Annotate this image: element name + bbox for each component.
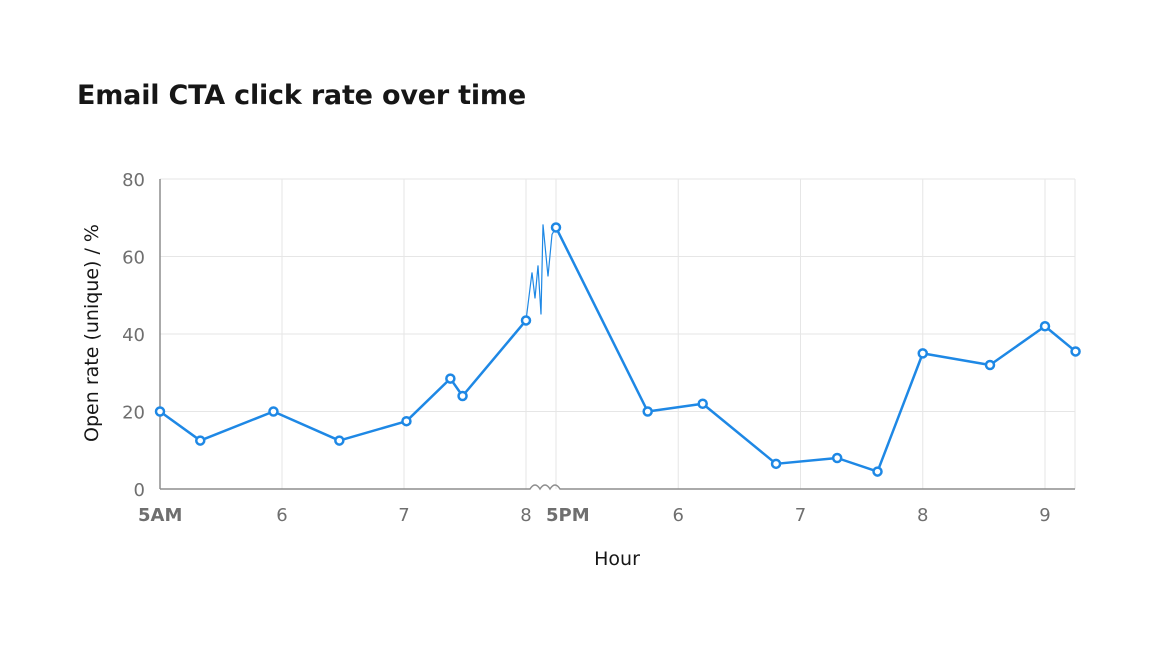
data-point <box>831 452 843 464</box>
x-tick-label: 7 <box>795 505 806 526</box>
tick-labels: 0 20 40 60 80 5AM 6 7 8 5PM 6 7 8 9 <box>122 170 1051 526</box>
axes <box>159 179 1075 491</box>
axis-break-squiggle <box>525 224 557 321</box>
x-tick-label: 5AM <box>138 505 182 526</box>
x-tick-label: 9 <box>1039 505 1050 526</box>
data-point <box>334 435 345 446</box>
data-point <box>154 406 166 417</box>
data-point <box>401 415 412 427</box>
data-point <box>770 458 782 470</box>
chart-title: Email CTA click rate over time <box>77 80 526 111</box>
grid-lines <box>160 178 1076 489</box>
data-point <box>872 466 883 477</box>
series-line <box>159 224 1077 473</box>
data-point <box>268 406 279 417</box>
data-point <box>195 435 206 446</box>
y-axis-title: Open rate (unique) / % <box>81 224 103 442</box>
y-tick-label: 60 <box>122 248 145 269</box>
data-point <box>1070 346 1081 357</box>
x-tick-label: 6 <box>276 505 287 526</box>
x-axis-title: Hour <box>594 548 640 570</box>
y-tick-label: 20 <box>122 403 145 424</box>
data-point <box>457 390 468 402</box>
data-point <box>697 398 708 409</box>
data-point <box>445 373 456 384</box>
data-point <box>1039 321 1051 332</box>
data-point <box>520 315 532 326</box>
series-line-evening <box>554 226 1077 473</box>
data-points <box>154 222 1081 477</box>
y-tick-label: 40 <box>122 325 145 346</box>
data-point <box>642 406 653 417</box>
x-tick-label: 5PM <box>546 505 590 526</box>
data-point <box>550 222 562 233</box>
y-tick-label: 0 <box>134 480 145 501</box>
data-point <box>984 359 996 371</box>
series-line-morning <box>159 319 527 442</box>
x-tick-label: 8 <box>520 505 531 526</box>
x-tick-label: 8 <box>917 505 928 526</box>
x-tick-label: 7 <box>398 505 409 526</box>
x-tick-label: 6 <box>673 505 684 526</box>
x-axis-line <box>160 484 1075 491</box>
y-tick-label: 80 <box>122 170 145 191</box>
data-point <box>917 348 928 359</box>
